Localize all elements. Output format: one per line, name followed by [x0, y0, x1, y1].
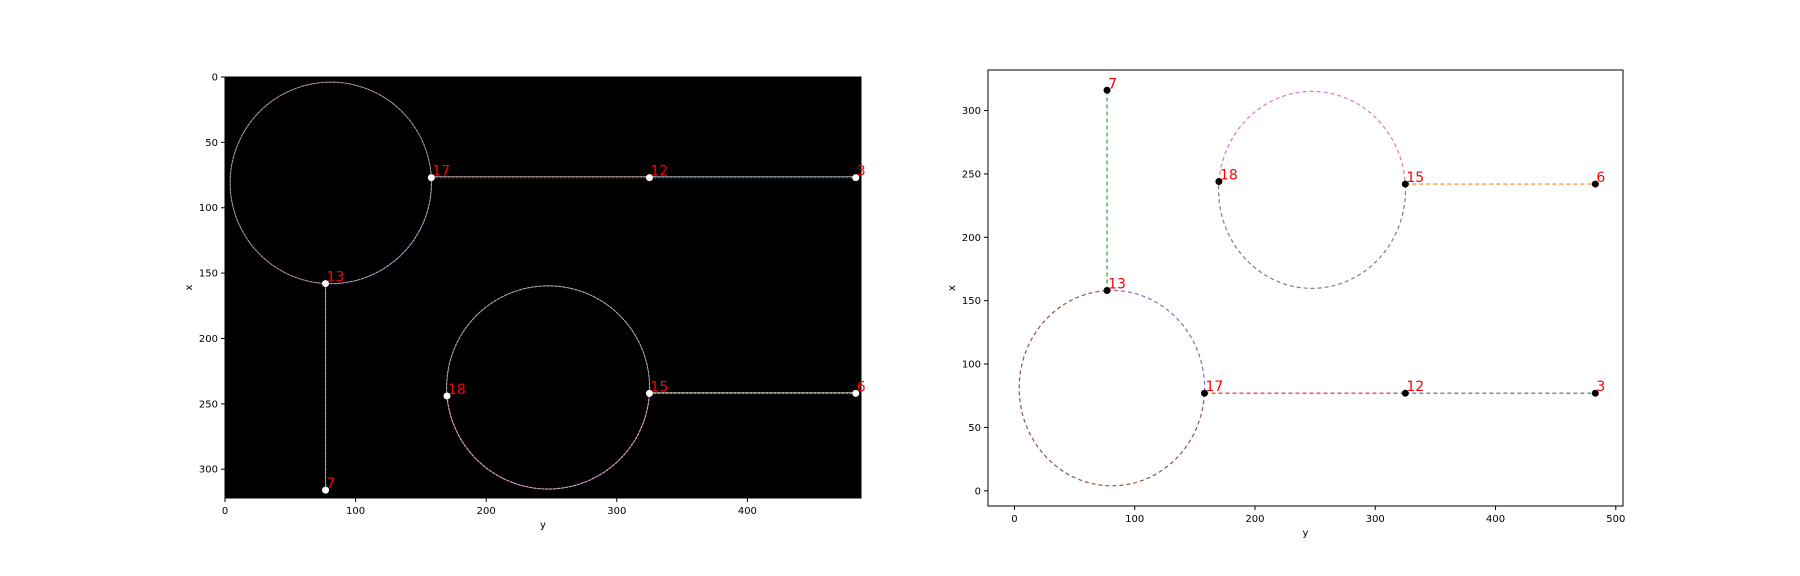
y-tick-label: 50 [205, 138, 218, 149]
node-label-18: 18 [448, 382, 466, 398]
y-tick-label: 100 [199, 203, 218, 214]
y-tick-label: 300 [199, 465, 218, 476]
y-tick-label: 150 [199, 269, 218, 280]
y-axis-label: x [184, 284, 195, 290]
skeleton-arc [446, 393, 650, 490]
x-tick-label: 400 [738, 506, 757, 517]
node-label-7: 7 [327, 476, 336, 492]
y-tick-label: 200 [199, 334, 218, 345]
x-tick-label: 400 [1486, 514, 1505, 525]
plot-area [224, 76, 862, 499]
node-13 [322, 280, 330, 288]
node-label-6: 6 [857, 379, 866, 395]
node-6 [1591, 180, 1599, 188]
skeleton-arc [325, 177, 432, 285]
y-tick-label: 300 [962, 106, 981, 117]
x-axis-label: y [1303, 528, 1309, 539]
node-label-12: 12 [1406, 379, 1424, 395]
node-18 [443, 392, 451, 400]
y-tick-label: 0 [975, 486, 981, 497]
y-tick-label: 0 [212, 73, 218, 84]
skeleton-arc [446, 285, 650, 397]
node-6 [852, 389, 860, 397]
skeleton-arc [229, 81, 432, 284]
node-15 [1401, 180, 1409, 188]
x-axis-label: y [540, 520, 546, 531]
edge-18-15 [1218, 90, 1406, 185]
y-axis-label: x [947, 285, 958, 291]
y-tick-label: 250 [199, 399, 218, 410]
y-tick-label: 250 [962, 169, 981, 180]
right-graph-plot: 0 100 200 300 400 500 0 50 100 150 200 250 300 y x 7 13 1… [947, 69, 1625, 539]
node-12 [1401, 389, 1409, 397]
node-label-3: 3 [857, 164, 866, 180]
node-label-6: 6 [1596, 170, 1605, 186]
x-tick-label: 200 [477, 506, 496, 517]
node-label-13: 13 [1108, 277, 1126, 293]
node-17 [427, 174, 435, 182]
y-tick-label: 100 [962, 360, 981, 371]
y-tick-label: 50 [968, 423, 981, 434]
node-label-18: 18 [1220, 168, 1238, 184]
x-tick-label: 100 [1125, 514, 1144, 525]
node-label-15: 15 [650, 379, 668, 395]
node-label-12: 12 [650, 164, 668, 180]
node-3 [1591, 389, 1599, 397]
x-tick-label: 300 [1366, 514, 1385, 525]
y-tick-label: 200 [962, 233, 981, 244]
x-tick-label: 0 [222, 506, 228, 517]
node-label-3: 3 [1596, 379, 1605, 395]
x-tick-label: 0 [1011, 514, 1017, 525]
node-7 [1103, 86, 1111, 94]
x-tick-label: 100 [346, 506, 365, 517]
node-15 [645, 389, 653, 397]
edge-13-17 [1107, 289, 1206, 394]
left-image-plot: 0 100 200 300 400 0 50 100 150 200 250 300 y x 3 6 7 12 13… [184, 73, 866, 532]
edge-15-18 [1217, 181, 1407, 290]
y-tick-label: 150 [962, 296, 981, 307]
node-18 [1215, 178, 1223, 186]
node-12 [645, 174, 653, 182]
node-7 [322, 486, 330, 494]
node-label-17: 17 [1205, 379, 1223, 395]
node-label-17: 17 [432, 164, 450, 180]
node-label-15: 15 [1406, 170, 1424, 186]
edge-17-13 [1018, 289, 1206, 487]
x-tick-label: 300 [607, 506, 626, 517]
node-label-13: 13 [327, 270, 345, 286]
node-17 [1200, 389, 1208, 397]
x-tick-label: 200 [1245, 514, 1264, 525]
node-3 [852, 174, 860, 182]
node-label-7: 7 [1108, 76, 1117, 92]
node-13 [1103, 287, 1111, 295]
x-tick-label: 500 [1606, 514, 1625, 525]
